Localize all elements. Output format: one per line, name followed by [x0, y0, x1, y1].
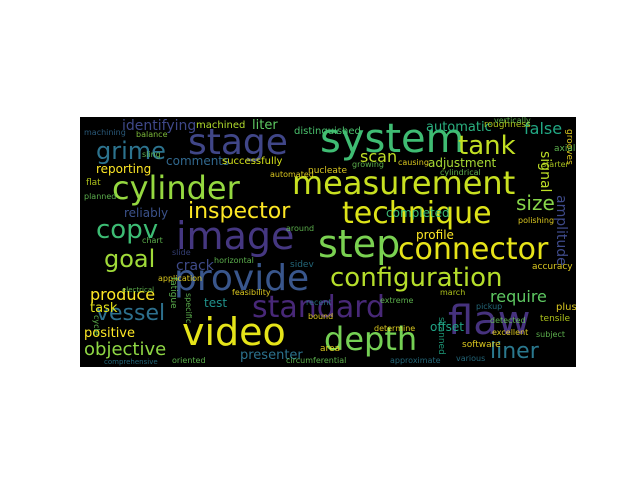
word-amplitude: amplitude	[553, 195, 569, 266]
word-area: area	[320, 344, 341, 354]
word-balance: balance	[136, 130, 168, 139]
word-tensile: tensile	[540, 314, 570, 324]
word-positive: positive	[84, 326, 135, 341]
word-copv: copv	[96, 215, 159, 245]
word-provide: provide	[174, 258, 310, 299]
word-standard: standard	[252, 290, 386, 325]
word-liner: liner	[490, 339, 539, 364]
word-machining: machining	[84, 128, 126, 137]
word-connector: connector	[398, 232, 549, 267]
word-stage: stage	[188, 122, 288, 163]
word-scan: scan	[360, 147, 398, 166]
word-video: video	[182, 310, 286, 354]
word-fatigue: fatigue	[168, 277, 178, 309]
word-successfully: successfully	[222, 156, 283, 167]
word-tank: tank	[458, 131, 516, 161]
word-goal: goal	[104, 245, 156, 273]
word-bound: bound	[308, 312, 334, 321]
word-extreme: extreme	[380, 296, 414, 305]
word-require: require	[490, 287, 547, 306]
word-comprehensive: comprehensive	[104, 358, 158, 366]
word-automatic: automatic	[426, 120, 492, 135]
word-automated: automated	[270, 170, 314, 179]
word-presenter: presenter	[240, 348, 303, 363]
word-objective: objective	[84, 339, 167, 360]
word-inspector: inspector	[188, 199, 291, 224]
word-sling: sling	[142, 150, 161, 159]
word-starter: starter	[542, 160, 569, 169]
word-image: image	[176, 214, 295, 258]
word-false: false	[524, 119, 563, 138]
word-flat: flat	[86, 178, 101, 188]
word-liter: liter	[252, 118, 278, 133]
word-electrical: electrical	[122, 286, 155, 294]
word-oriented: oriented	[172, 356, 206, 365]
word-size: size	[516, 191, 555, 215]
word-cycle: cycle	[92, 315, 101, 336]
word-comments: comments	[166, 154, 230, 168]
word-configuration: configuration	[330, 263, 503, 293]
word-feasibility: feasibility	[232, 288, 271, 297]
word-flaw: flaw	[448, 298, 531, 344]
word-signal: signal	[537, 151, 553, 193]
word-detected: detected	[490, 316, 526, 325]
word-march: march	[440, 288, 466, 297]
word-chart: chart	[142, 236, 163, 245]
word-around: around	[286, 224, 315, 233]
word-depth: depth	[324, 320, 418, 358]
word-specific: specific	[184, 293, 193, 324]
word-causing: causing	[398, 158, 429, 167]
word-horizontal: horizontal	[214, 256, 254, 265]
word-cylindrical: cylindrical	[440, 168, 481, 177]
word-cloud-image: system measurement cylinder technique st…	[80, 117, 576, 367]
word-planned: planned	[84, 192, 117, 201]
word-crack: crack	[176, 258, 214, 274]
word-circumferential: circumferential	[286, 356, 347, 365]
word-machined: machined	[196, 120, 246, 131]
word-slide: slide	[172, 248, 191, 257]
word-distinguished: distinguished	[294, 126, 361, 137]
word-grime: grime	[96, 137, 166, 165]
word-excellent: excellent	[492, 328, 529, 337]
word-axial: axial	[554, 144, 576, 154]
word-application: application	[158, 274, 203, 283]
word-reporting: reporting	[96, 162, 152, 176]
word-profile: profile	[416, 228, 454, 242]
word-sidev: sidev	[290, 260, 314, 270]
word-pickup: pickup	[476, 302, 503, 311]
word-produce: produce	[90, 285, 156, 304]
word-grooves: grooves	[564, 129, 574, 165]
word-cylinder: cylinder	[112, 169, 240, 207]
word-approximate: approximate	[390, 356, 441, 365]
word-software: software	[462, 340, 501, 350]
word-scanned: scanned	[436, 317, 446, 355]
word-offset: offset	[430, 320, 464, 334]
word-roughness: roughness	[484, 120, 531, 130]
word-accuracy: accuracy	[532, 262, 573, 272]
word-adjustment: adjustment	[428, 156, 497, 170]
word-reliably: reliably	[124, 206, 169, 220]
word-vertically: vertically	[494, 117, 531, 125]
word-identifying: identifying	[122, 118, 197, 134]
word-technique: technique	[342, 196, 492, 231]
word-recent: recent	[306, 298, 332, 307]
word-measurement: measurement	[292, 164, 516, 202]
word-growing: growing	[352, 160, 384, 169]
word-polishing: polishing	[518, 216, 555, 225]
word-plus: plus	[556, 302, 576, 313]
word-nucleate: nucleate	[308, 166, 347, 176]
word-step: step	[318, 222, 401, 266]
word-subject: subject	[536, 330, 565, 339]
word-test: test	[204, 296, 228, 310]
word-various: various	[456, 354, 486, 363]
word-determine: determine	[374, 324, 416, 333]
word-vessel: vessel	[96, 301, 166, 326]
word-completed: completed	[386, 206, 450, 220]
word-system: system	[320, 117, 465, 162]
word-task: task	[90, 301, 118, 316]
